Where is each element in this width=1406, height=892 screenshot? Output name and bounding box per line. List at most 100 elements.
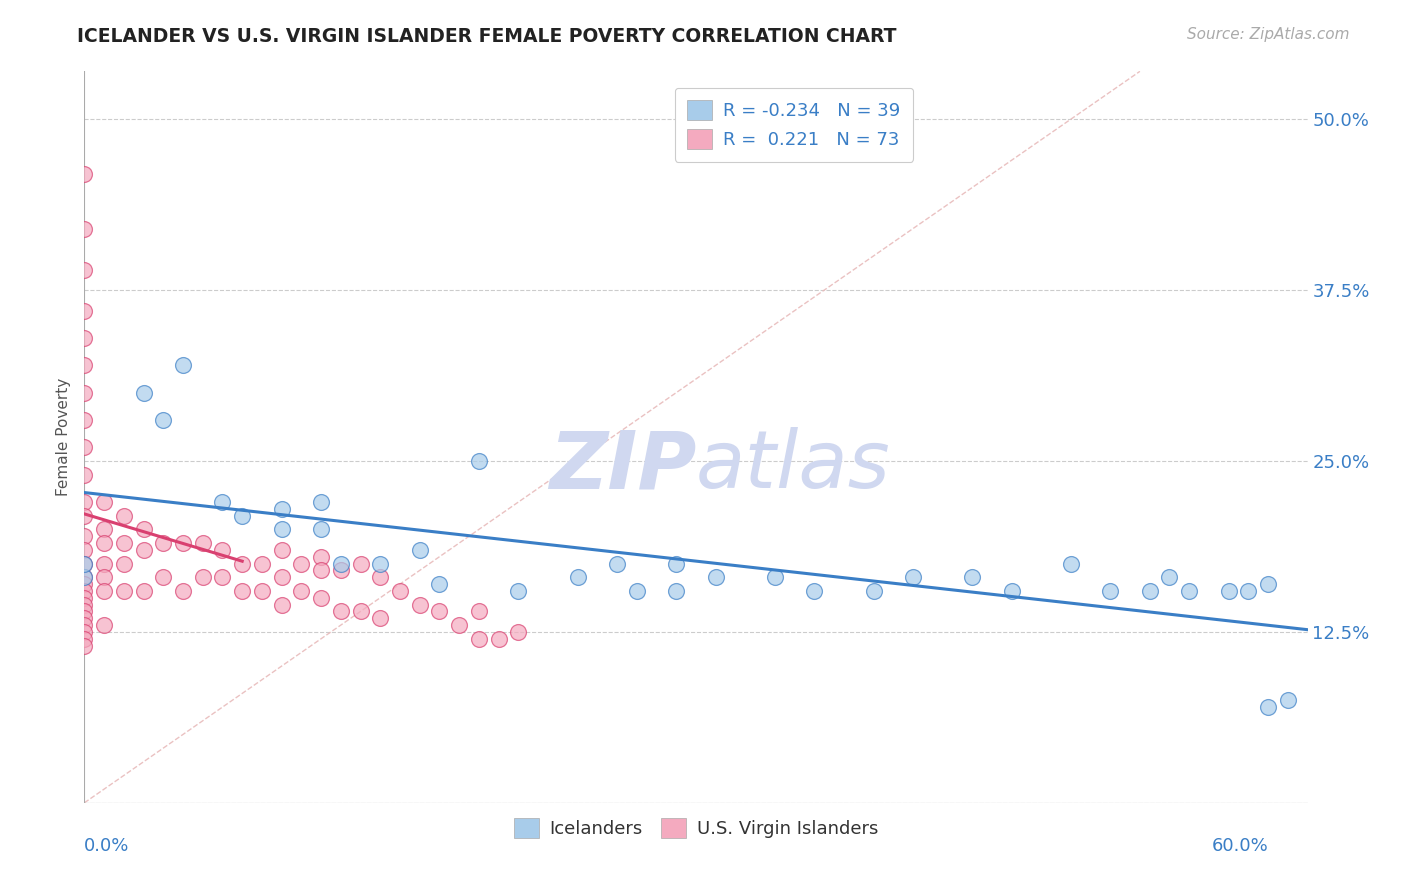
Point bbox=[73, 604, 96, 618]
Point bbox=[449, 618, 471, 632]
Point bbox=[270, 501, 292, 516]
Point bbox=[704, 570, 727, 584]
Point bbox=[468, 604, 491, 618]
Point bbox=[329, 563, 352, 577]
Point bbox=[1257, 577, 1279, 591]
Point bbox=[73, 495, 96, 509]
Point bbox=[862, 583, 884, 598]
Point bbox=[93, 570, 115, 584]
Point bbox=[112, 583, 135, 598]
Point bbox=[309, 563, 332, 577]
Point bbox=[1060, 557, 1083, 571]
Text: 0.0%: 0.0% bbox=[84, 837, 129, 855]
Point bbox=[73, 359, 96, 373]
Point bbox=[152, 570, 174, 584]
Point bbox=[112, 508, 135, 523]
Point bbox=[409, 542, 432, 557]
Point bbox=[231, 583, 253, 598]
Point bbox=[73, 557, 96, 571]
Point bbox=[231, 508, 253, 523]
Point bbox=[191, 570, 214, 584]
Point bbox=[1218, 583, 1240, 598]
Point bbox=[1277, 693, 1299, 707]
Point bbox=[73, 467, 96, 482]
Text: atlas: atlas bbox=[696, 427, 891, 506]
Point bbox=[1001, 583, 1024, 598]
Point bbox=[665, 557, 688, 571]
Point bbox=[211, 495, 233, 509]
Point bbox=[1159, 570, 1181, 584]
Point bbox=[1139, 583, 1161, 598]
Point bbox=[132, 542, 155, 557]
Point bbox=[73, 385, 96, 400]
Point bbox=[73, 598, 96, 612]
Point bbox=[368, 570, 391, 584]
Legend: Icelanders, U.S. Virgin Islanders: Icelanders, U.S. Virgin Islanders bbox=[506, 811, 886, 845]
Point bbox=[73, 413, 96, 427]
Point bbox=[270, 570, 292, 584]
Point bbox=[468, 632, 491, 646]
Point bbox=[309, 522, 332, 536]
Point bbox=[73, 440, 96, 454]
Point bbox=[73, 591, 96, 605]
Point bbox=[73, 303, 96, 318]
Point bbox=[211, 570, 233, 584]
Point bbox=[73, 570, 96, 584]
Point bbox=[191, 536, 214, 550]
Point bbox=[290, 557, 312, 571]
Point bbox=[93, 557, 115, 571]
Point bbox=[270, 522, 292, 536]
Point bbox=[73, 262, 96, 277]
Point bbox=[309, 549, 332, 564]
Point bbox=[960, 570, 983, 584]
Point bbox=[132, 385, 155, 400]
Point bbox=[73, 542, 96, 557]
Point bbox=[270, 542, 292, 557]
Point bbox=[665, 583, 688, 598]
Point bbox=[349, 557, 371, 571]
Point bbox=[132, 583, 155, 598]
Point bbox=[508, 583, 530, 598]
Point bbox=[1257, 700, 1279, 714]
Point bbox=[429, 604, 451, 618]
Point bbox=[132, 522, 155, 536]
Point bbox=[488, 632, 510, 646]
Point bbox=[73, 632, 96, 646]
Point bbox=[329, 604, 352, 618]
Point bbox=[73, 221, 96, 235]
Point bbox=[567, 570, 589, 584]
Point bbox=[250, 557, 273, 571]
Point bbox=[368, 557, 391, 571]
Point bbox=[368, 611, 391, 625]
Point bbox=[409, 598, 432, 612]
Point bbox=[290, 583, 312, 598]
Point bbox=[231, 557, 253, 571]
Point bbox=[901, 570, 924, 584]
Point bbox=[152, 536, 174, 550]
Point bbox=[172, 359, 194, 373]
Point bbox=[429, 577, 451, 591]
Point bbox=[270, 598, 292, 612]
Point bbox=[73, 508, 96, 523]
Point bbox=[172, 583, 194, 598]
Point bbox=[73, 570, 96, 584]
Text: ICELANDER VS U.S. VIRGIN ISLANDER FEMALE POVERTY CORRELATION CHART: ICELANDER VS U.S. VIRGIN ISLANDER FEMALE… bbox=[77, 27, 897, 45]
Point bbox=[349, 604, 371, 618]
Point bbox=[73, 618, 96, 632]
Point bbox=[1178, 583, 1201, 598]
Point bbox=[250, 583, 273, 598]
Point bbox=[152, 413, 174, 427]
Point bbox=[468, 454, 491, 468]
Point bbox=[329, 557, 352, 571]
Point bbox=[1099, 583, 1122, 598]
Point bbox=[626, 583, 648, 598]
Point bbox=[73, 624, 96, 639]
Point bbox=[93, 522, 115, 536]
Point bbox=[73, 529, 96, 543]
Point bbox=[93, 618, 115, 632]
Point bbox=[309, 591, 332, 605]
Point bbox=[73, 611, 96, 625]
Point bbox=[1237, 583, 1260, 598]
Point bbox=[606, 557, 628, 571]
Point bbox=[73, 639, 96, 653]
